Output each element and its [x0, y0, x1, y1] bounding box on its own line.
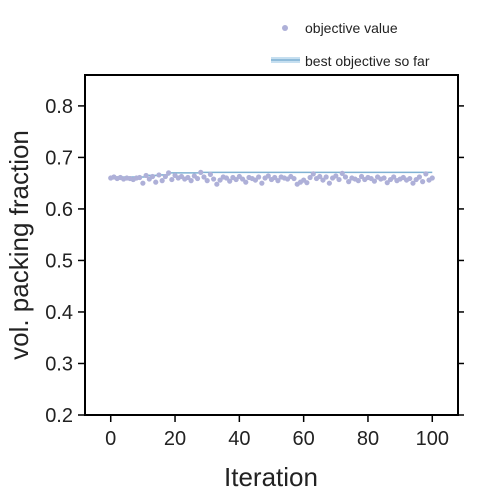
data-point [317, 173, 323, 180]
data-point [223, 175, 230, 181]
data-point [423, 171, 429, 177]
data-point [153, 179, 159, 185]
data-point [265, 173, 271, 179]
data-point [358, 173, 365, 180]
data-point [214, 181, 220, 187]
data-point [137, 174, 143, 181]
data-point [342, 174, 349, 180]
x-tick-label: 80 [357, 428, 379, 450]
data-point [420, 179, 426, 185]
data-point [140, 180, 146, 186]
data-point [194, 175, 201, 182]
data-point [156, 172, 162, 178]
data-point [243, 179, 249, 185]
data-point [336, 176, 342, 183]
legend-marker-objective [282, 25, 288, 31]
y-axis-label: vol. packing fraction [4, 130, 34, 360]
legend-label-objective: objective value [305, 20, 398, 36]
data-point [407, 175, 413, 182]
x-tick-label: 100 [416, 428, 449, 450]
x-tick-label: 40 [228, 428, 250, 450]
data-point [304, 180, 310, 186]
data-point [198, 169, 204, 175]
data-point [429, 175, 435, 181]
y-axis-ticks: 0.2 0.3 0.4 0.5 0.6 0.7 0.8 [45, 96, 464, 427]
data-point [410, 180, 416, 186]
x-axis-ticks: 0 20 40 60 80 100 [105, 415, 449, 450]
y-tick-label: 0.5 [45, 250, 73, 272]
data-point [275, 178, 281, 184]
objective-value-series [108, 169, 435, 187]
data-point [323, 174, 329, 180]
data-point [201, 174, 207, 180]
data-point [211, 176, 217, 182]
data-point [259, 180, 265, 186]
data-point [310, 171, 316, 177]
data-point [217, 177, 223, 183]
data-point [188, 178, 194, 184]
x-tick-label: 20 [164, 428, 186, 450]
data-point [272, 174, 278, 181]
data-point [307, 174, 313, 181]
data-point [384, 180, 390, 186]
data-point [416, 174, 423, 180]
data-point [256, 174, 262, 180]
data-point [371, 178, 377, 184]
data-point [204, 178, 210, 184]
data-point [169, 176, 175, 183]
data-point [149, 173, 156, 180]
data-point [339, 170, 345, 176]
data-point [159, 178, 165, 184]
y-tick-label: 0.8 [45, 96, 73, 118]
data-point [381, 175, 387, 181]
y-tick-label: 0.6 [45, 199, 73, 221]
data-point [227, 178, 233, 184]
legend-label-best: best objective so far [305, 53, 430, 69]
data-point [233, 176, 239, 183]
y-tick-label: 0.4 [45, 302, 73, 324]
data-point [391, 174, 397, 180]
data-point [207, 171, 214, 178]
data-point [355, 178, 361, 184]
data-point [162, 173, 168, 180]
legend: objective value best objective so far [271, 20, 430, 69]
data-point [333, 173, 339, 179]
y-tick-label: 0.2 [45, 405, 73, 427]
data-point [346, 179, 352, 185]
data-point [291, 175, 297, 182]
x-tick-label: 0 [105, 428, 116, 450]
data-point [185, 174, 191, 181]
data-point [239, 176, 246, 182]
data-point [166, 170, 172, 176]
data-point [320, 177, 326, 183]
x-axis-label: Iteration [224, 462, 318, 492]
data-point [326, 180, 332, 186]
data-point [252, 177, 259, 183]
data-point [143, 172, 149, 179]
y-tick-label: 0.7 [45, 147, 73, 169]
plot-frame [84, 74, 459, 416]
y-tick-label: 0.3 [45, 353, 73, 375]
x-tick-label: 60 [293, 428, 315, 450]
